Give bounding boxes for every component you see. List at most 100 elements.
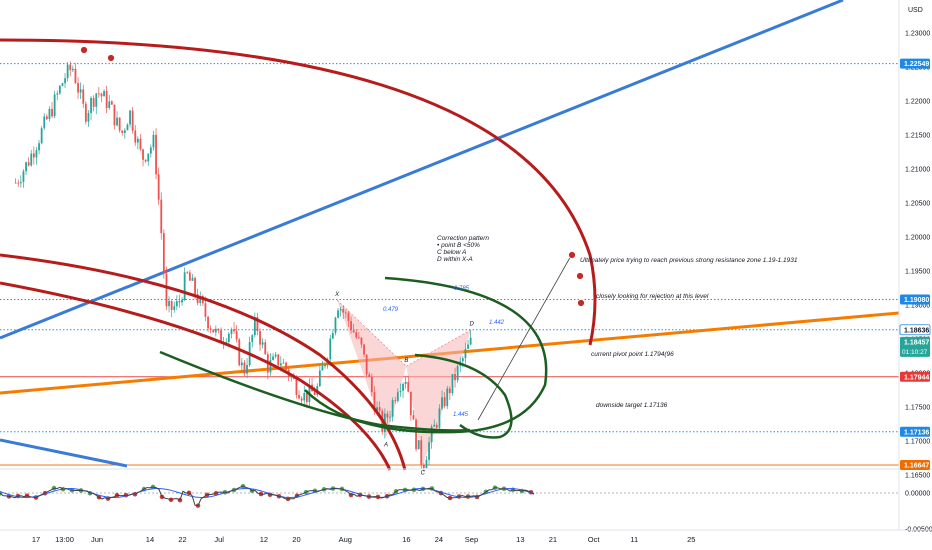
price-badges: 1.22549 1.19080 1.17944 1.17136 1.16647 1.186… [899, 58, 931, 471]
candle-body [48, 108, 51, 120]
date-tick-label: Jun [91, 535, 103, 544]
price-badge [900, 336, 930, 357]
candle-body [238, 339, 241, 366]
candle-body [355, 332, 358, 338]
candle-body [256, 317, 259, 332]
chart-annotation: current pivot point 1.1794(96 [591, 351, 674, 358]
candle-body [461, 358, 464, 362]
date-tick-label: 21 [549, 535, 557, 544]
oscillator-main-line [0, 485, 535, 507]
candle-body [396, 392, 399, 401]
date-tick-label: 13:00 [55, 535, 74, 544]
candle-body [139, 138, 142, 150]
candle-body [160, 199, 163, 234]
candle-body [71, 68, 74, 71]
date-tick-label: 25 [687, 535, 695, 544]
candle-body [425, 459, 428, 469]
pattern-bd-line [406, 329, 472, 367]
candle-body [305, 393, 308, 402]
date-tick-label: Oct [588, 535, 601, 544]
candle-body [277, 354, 280, 366]
candle-body [272, 356, 274, 360]
arc-marker-dot [568, 251, 576, 259]
blue-trendline [0, 0, 844, 340]
candle-body [227, 333, 230, 343]
price-badge [900, 371, 930, 382]
candle-body [350, 321, 352, 331]
pattern-ratio-label: 0.785 [454, 286, 470, 292]
candle-body [74, 68, 77, 84]
candle-body [131, 110, 134, 131]
candle-body [407, 381, 410, 392]
candle-body [290, 376, 293, 378]
price-tick-label: 1.16500 [905, 473, 930, 480]
candle-body [14, 182, 17, 184]
candle-body [233, 329, 235, 332]
candle-body [225, 342, 228, 343]
date-tick-label: 20 [292, 535, 300, 544]
price-tick-label: 1.23000 [905, 31, 930, 38]
candle-body [274, 354, 277, 357]
price-badge [900, 426, 930, 437]
candle-body [19, 181, 22, 184]
green-arc-lower [159, 350, 471, 432]
arc-marker-dot [576, 272, 584, 280]
candle-body [295, 378, 298, 395]
candle-body [170, 300, 173, 310]
candle-body [136, 138, 139, 143]
candle-body [300, 398, 303, 401]
candle-body [165, 273, 168, 307]
candle-body [183, 272, 186, 301]
date-tick-label: 22 [178, 535, 186, 544]
date-tick-label: 16 [402, 535, 410, 544]
candle-body [438, 408, 441, 428]
candle-body [329, 338, 332, 360]
candle-body [92, 97, 95, 107]
candle-body [409, 391, 412, 416]
projection-line [477, 253, 573, 421]
indicator-tick-label: 0.00000 [905, 491, 930, 498]
candle-body [342, 309, 345, 313]
candle-body [129, 110, 131, 125]
candle-body [334, 317, 337, 333]
candle-body [194, 277, 196, 295]
price-tick-label: 1.17000 [905, 439, 930, 446]
candle-body [347, 312, 350, 322]
candle-body [261, 342, 264, 345]
pattern-point-label: X [334, 292, 340, 298]
red-arc-lower [0, 281, 392, 471]
date-tick-label: Jul [214, 535, 224, 544]
candle-body [389, 416, 391, 418]
candle-body [251, 335, 254, 343]
candle-body [173, 306, 176, 310]
price-badge-text: 1.16647 [904, 463, 929, 470]
chart-annotation: closely looking for rejection at this le… [596, 293, 709, 300]
candle-body [196, 294, 199, 303]
candle-body [217, 328, 220, 331]
candle-body [467, 344, 469, 349]
price-badge-text: 1.17944 [904, 374, 929, 381]
candle-body [61, 83, 64, 86]
candle-body [199, 295, 202, 303]
candle-body [40, 128, 43, 144]
candle-body [352, 330, 355, 333]
date-tick-label: 14 [146, 535, 154, 544]
candle-body [134, 130, 137, 143]
candle-body [269, 359, 272, 373]
green-arc-small [414, 353, 513, 439]
candle-body [152, 134, 155, 148]
price-badge [900, 58, 930, 69]
candle-body [469, 337, 472, 345]
candle-body [464, 348, 467, 359]
candle-body [155, 134, 157, 175]
candle-body [116, 117, 118, 126]
candle-body [168, 300, 170, 307]
candle-body [279, 363, 282, 366]
pattern-ratio-label: 1.442 [489, 320, 505, 326]
candle-body [64, 78, 66, 84]
candle-body [32, 153, 35, 158]
arc-marker-dot [577, 299, 585, 307]
